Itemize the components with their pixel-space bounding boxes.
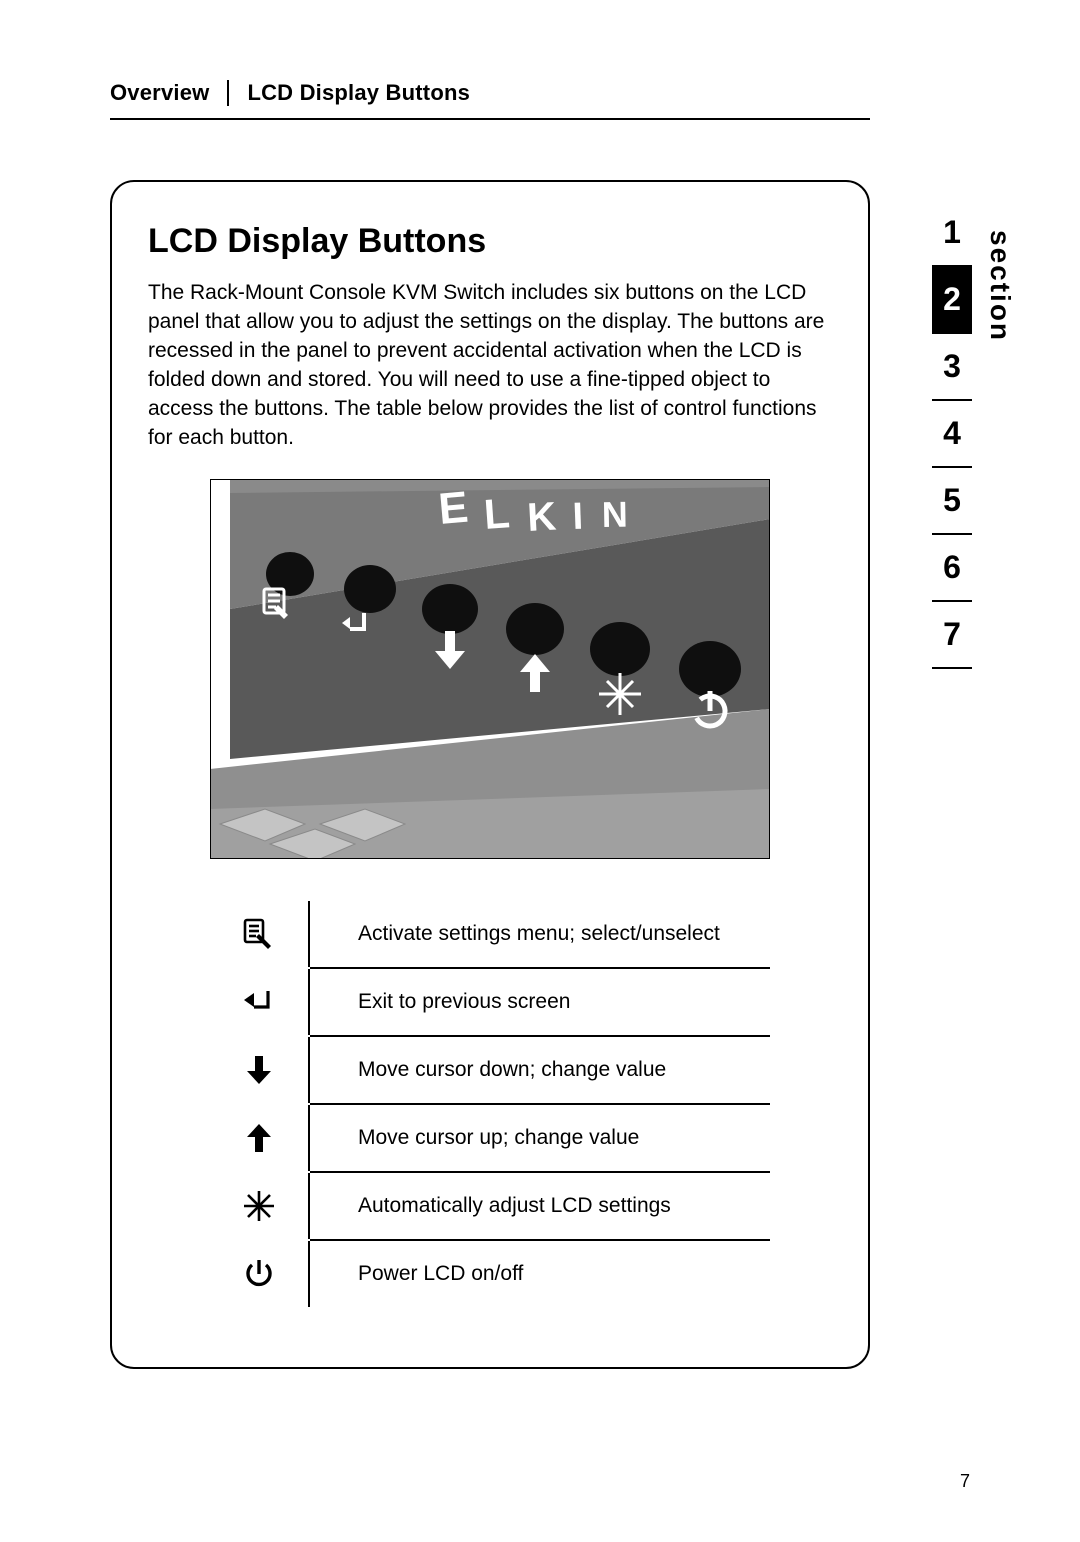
- section-tab-3[interactable]: 3: [932, 334, 972, 399]
- section-tab-6[interactable]: 6: [932, 535, 972, 600]
- section-tab-7[interactable]: 7: [932, 602, 972, 667]
- function-desc: Move cursor down; change value: [310, 1058, 770, 1082]
- section-rail: section 1 2 3 4 5 6 7: [932, 200, 972, 669]
- menu-icon: [210, 901, 310, 967]
- table-row: Move cursor down; change value: [210, 1037, 770, 1103]
- breadcrumb-separator: [227, 80, 229, 106]
- svg-text:K: K: [526, 494, 557, 539]
- content-card: LCD Display Buttons The Rack-Mount Conso…: [110, 180, 870, 1369]
- svg-text:L: L: [482, 489, 511, 538]
- table-row: Activate settings menu; select/unselect: [210, 901, 770, 967]
- page: Overview LCD Display Buttons section 1 2…: [0, 0, 1080, 1542]
- back-icon: [210, 969, 310, 1035]
- function-desc: Power LCD on/off: [310, 1262, 770, 1286]
- up-arrow-icon: [210, 1105, 310, 1171]
- function-desc: Move cursor up; change value: [310, 1126, 770, 1150]
- section-divider: [932, 667, 972, 669]
- svg-text:I: I: [572, 495, 584, 537]
- function-desc: Exit to previous screen: [310, 990, 770, 1014]
- down-arrow-icon: [210, 1037, 310, 1103]
- table-row: Exit to previous screen: [210, 969, 770, 1035]
- svg-text:E: E: [437, 482, 471, 533]
- table-row: Automatically adjust LCD settings: [210, 1173, 770, 1239]
- section-tab-1[interactable]: 1: [932, 200, 972, 265]
- body-text: The Rack-Mount Console KVM Switch includ…: [148, 279, 832, 453]
- function-desc: Automatically adjust LCD settings: [310, 1194, 770, 1218]
- function-table: Activate settings menu; select/unselect …: [210, 899, 770, 1307]
- auto-adjust-icon: [210, 1173, 310, 1239]
- page-title: LCD Display Buttons: [148, 222, 832, 261]
- breadcrumb-current: LCD Display Buttons: [247, 80, 470, 106]
- product-illustration: E L K I N: [210, 479, 770, 859]
- function-desc: Activate settings menu; select/unselect: [310, 922, 770, 946]
- breadcrumb-overview: Overview: [110, 80, 209, 106]
- svg-text:N: N: [601, 493, 628, 534]
- page-number: 7: [960, 1471, 970, 1492]
- power-icon: [210, 1241, 310, 1307]
- section-tab-4[interactable]: 4: [932, 401, 972, 466]
- section-tab-2[interactable]: 2: [932, 267, 972, 332]
- breadcrumb: Overview LCD Display Buttons: [110, 80, 870, 120]
- table-row: Power LCD on/off: [210, 1241, 770, 1307]
- section-rail-label: section: [984, 230, 1016, 342]
- section-tab-5[interactable]: 5: [932, 468, 972, 533]
- table-row: Move cursor up; change value: [210, 1105, 770, 1171]
